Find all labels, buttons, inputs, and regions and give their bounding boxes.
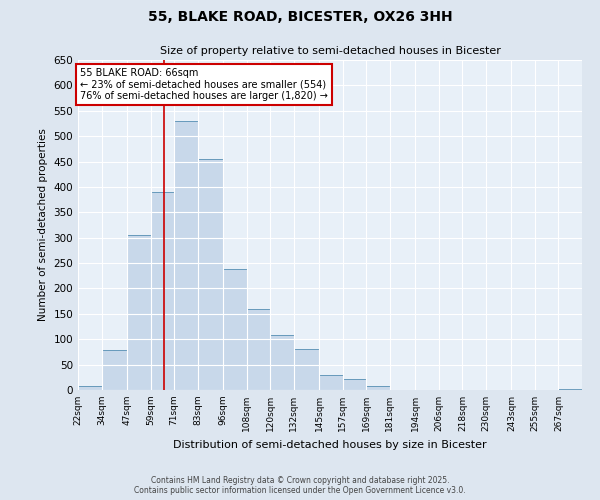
Bar bbox=[127, 235, 151, 390]
X-axis label: Distribution of semi-detached houses by size in Bicester: Distribution of semi-detached houses by … bbox=[173, 440, 487, 450]
Bar bbox=[559, 389, 582, 390]
Bar bbox=[223, 269, 247, 390]
Bar bbox=[319, 375, 343, 390]
Text: 55, BLAKE ROAD, BICESTER, OX26 3HH: 55, BLAKE ROAD, BICESTER, OX26 3HH bbox=[148, 10, 452, 24]
Bar bbox=[151, 192, 174, 390]
Bar bbox=[197, 159, 223, 390]
Title: Size of property relative to semi-detached houses in Bicester: Size of property relative to semi-detach… bbox=[160, 46, 500, 56]
Bar bbox=[101, 350, 127, 390]
Text: Contains HM Land Registry data © Crown copyright and database right 2025.
Contai: Contains HM Land Registry data © Crown c… bbox=[134, 476, 466, 495]
Bar bbox=[343, 379, 366, 390]
Y-axis label: Number of semi-detached properties: Number of semi-detached properties bbox=[38, 128, 48, 322]
Text: 55 BLAKE ROAD: 66sqm
← 23% of semi-detached houses are smaller (554)
76% of semi: 55 BLAKE ROAD: 66sqm ← 23% of semi-detac… bbox=[80, 68, 328, 102]
Bar bbox=[78, 386, 101, 390]
Bar bbox=[247, 309, 270, 390]
Bar bbox=[366, 386, 390, 390]
Bar bbox=[294, 350, 319, 390]
Bar bbox=[270, 335, 294, 390]
Bar bbox=[174, 121, 197, 390]
